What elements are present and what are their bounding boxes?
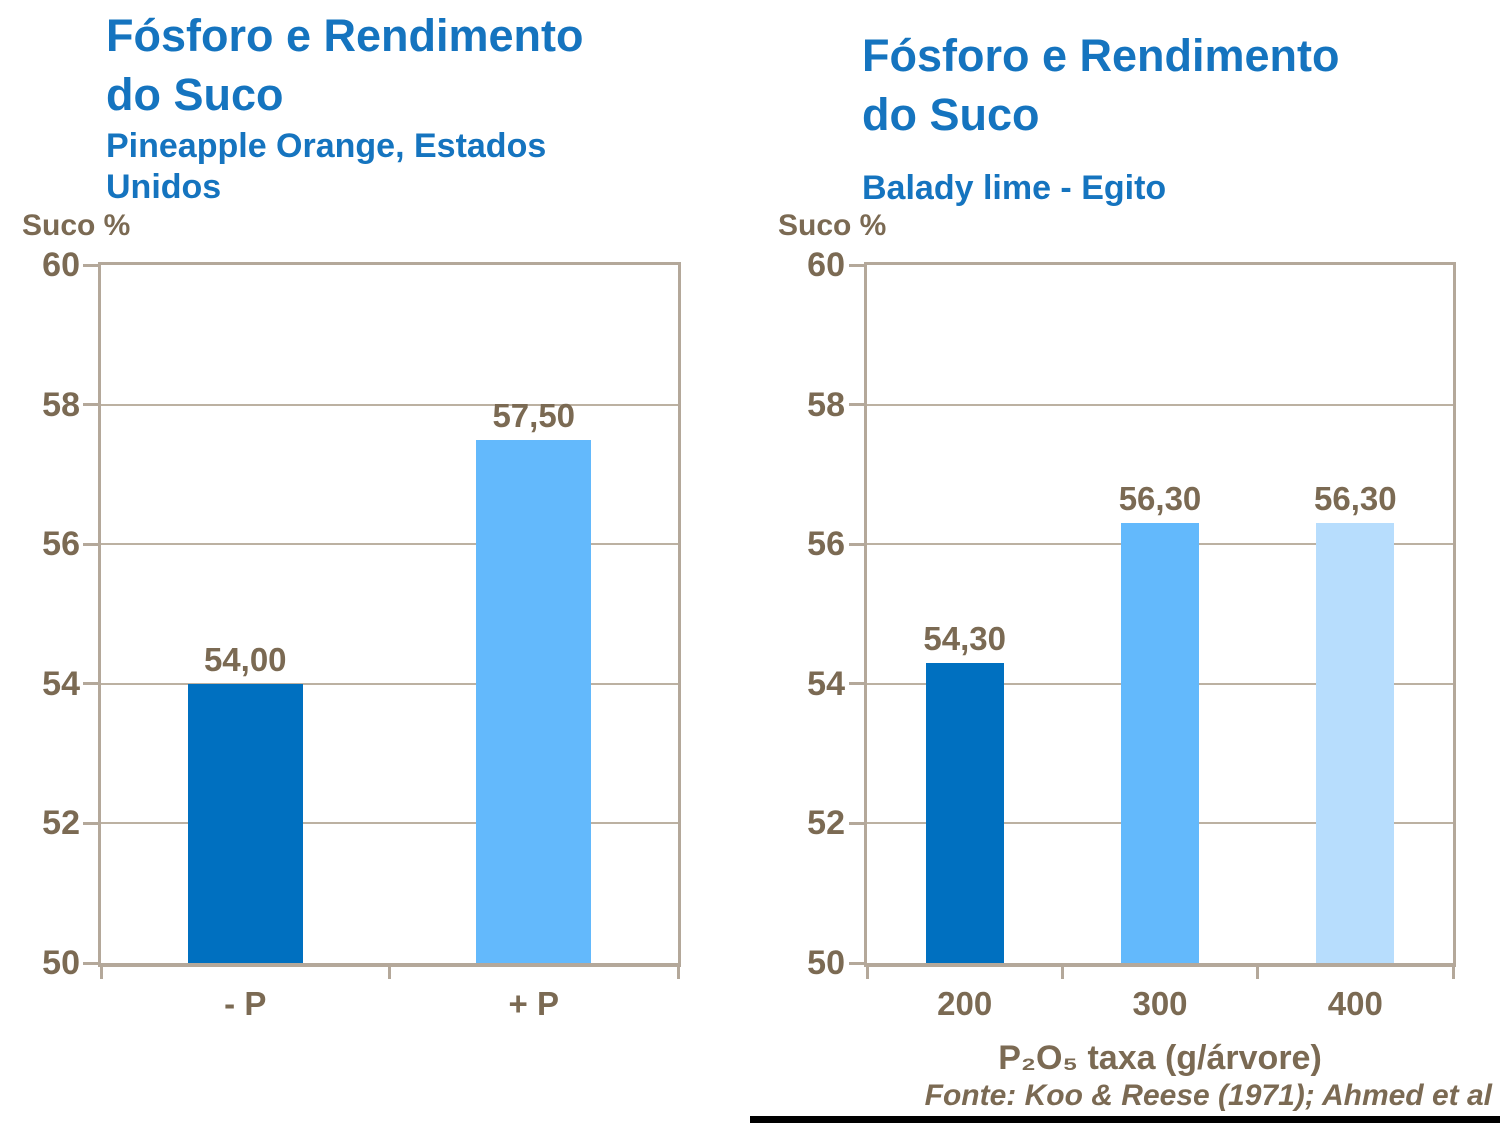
y-tick: [849, 403, 864, 407]
bar-value-label: 54,30: [923, 619, 1006, 657]
bar: [187, 683, 303, 963]
y-tick-label: 52: [807, 804, 845, 843]
y-tick-label: 54: [807, 664, 845, 703]
x-category-label: 300: [1132, 985, 1188, 1022]
y-tick: [83, 821, 98, 825]
y-tick: [83, 682, 98, 686]
gridline: [101, 543, 678, 546]
plot-area: [864, 262, 1456, 967]
y-tick-label: 56: [807, 525, 845, 564]
x-axis-title: P₂O₅ taxa (g/árvore): [998, 1039, 1322, 1077]
y-axis-title: Suco %: [778, 209, 887, 242]
bar: [925, 662, 1004, 963]
x-tick: [1451, 967, 1455, 979]
y-tick: [849, 682, 864, 686]
bar: [476, 439, 592, 963]
bar: [1316, 523, 1395, 963]
bar: [1120, 523, 1200, 963]
y-tick-label: 58: [42, 385, 80, 424]
gridline: [101, 682, 678, 685]
x-category-label: + P: [508, 985, 559, 1022]
x-category-label: - P: [224, 985, 267, 1022]
gridline: [101, 403, 678, 406]
plot-area: [98, 262, 681, 967]
y-tick-label: 50: [42, 944, 80, 982]
y-tick: [83, 961, 98, 965]
y-tick-label: 52: [42, 804, 80, 843]
bar-value-label: 54,00: [203, 640, 287, 678]
gridline: [867, 403, 1453, 406]
y-tick: [83, 542, 98, 546]
divider-rule: [750, 1116, 1500, 1123]
x-tick: [99, 967, 103, 979]
y-tick: [849, 542, 864, 546]
x-tick: [676, 967, 680, 979]
chart-title: Fósforo e Rendimento do Suco: [106, 10, 584, 120]
x-category-label: 200: [937, 985, 993, 1022]
y-tick-label: 54: [42, 664, 80, 703]
y-tick: [83, 263, 98, 267]
x-tick: [865, 967, 869, 979]
y-tick-label: 60: [807, 246, 845, 284]
x-tick: [1256, 967, 1260, 979]
bar-value-label: 57,50: [492, 396, 576, 434]
chart-subtitle: Pineapple Orange, Estados Unidos: [106, 127, 547, 206]
x-tick: [388, 967, 391, 979]
x-category-label: 400: [1327, 985, 1383, 1022]
y-tick: [849, 961, 864, 965]
gridline: [101, 822, 678, 825]
bar-value-label: 56,30: [1314, 480, 1397, 518]
bar-value-label: 56,30: [1118, 480, 1202, 518]
y-tick-label: 58: [807, 385, 845, 424]
source-note: Fonte: Koo & Reese (1971); Ahmed et al: [924, 1079, 1492, 1112]
x-tick: [1060, 967, 1064, 979]
y-tick: [849, 263, 864, 267]
y-tick: [849, 821, 864, 825]
y-tick: [83, 403, 98, 407]
chart-title: Fósforo e Rendimento do Suco: [862, 30, 1340, 140]
y-tick-label: 60: [42, 246, 80, 284]
y-tick-label: 50: [807, 944, 845, 982]
chart-subtitle: Balady lime - Egito: [862, 169, 1167, 207]
y-tick-label: 56: [42, 525, 80, 564]
y-axis-title: Suco %: [22, 209, 131, 242]
